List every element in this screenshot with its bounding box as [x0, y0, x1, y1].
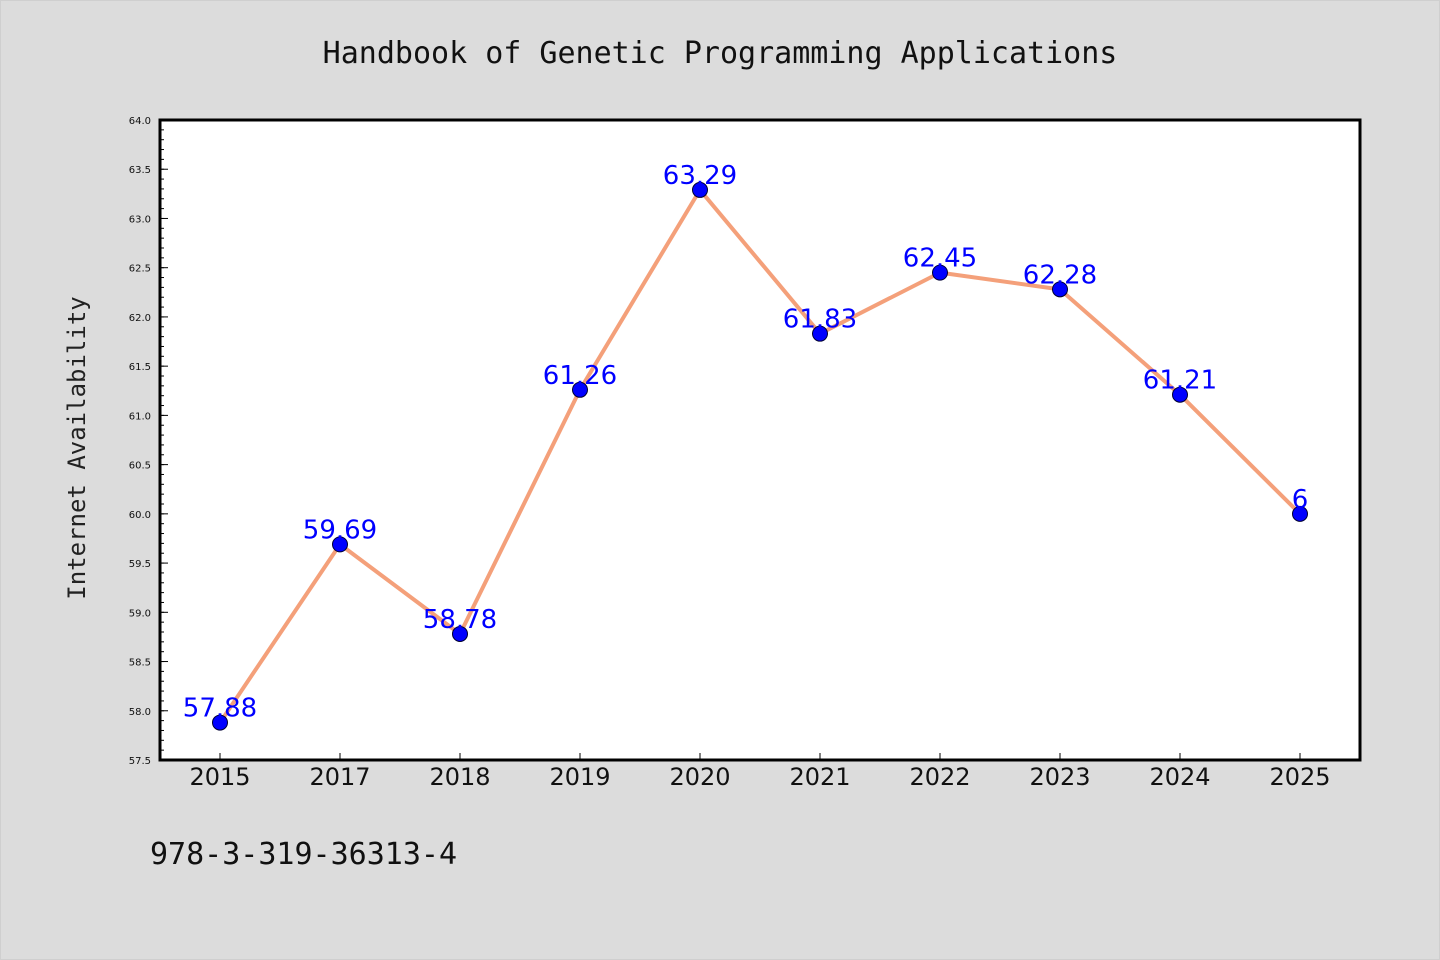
- y-tick-label: 58.0: [129, 707, 151, 718]
- data-point-marker: [812, 325, 828, 342]
- y-tick-label: 60.5: [129, 461, 151, 472]
- x-tick-label: 2019: [549, 763, 610, 791]
- data-point-marker: [452, 625, 468, 642]
- y-tick-label: 60.0: [129, 510, 151, 521]
- data-label: 57.88: [183, 694, 257, 724]
- data-point-marker: [572, 381, 588, 398]
- x-tick-label: 2025: [1269, 763, 1330, 791]
- plot-frame: [158, 118, 1362, 762]
- x-tick-label: 2021: [789, 763, 850, 791]
- y-tick-label: 59.5: [129, 559, 151, 570]
- series-layer: 57.88 59.69 58.78 61.26 63.29 61.83 62.45 62.28…: [183, 161, 1309, 731]
- y-tick-label: 63.5: [129, 165, 151, 176]
- data-label: 63.29: [663, 161, 737, 191]
- x-tick-label: 2018: [429, 763, 490, 791]
- y-tick-label: 63.0: [129, 214, 151, 225]
- y-tick-label: 61.0: [129, 411, 151, 422]
- data-label: 58.78: [423, 605, 497, 635]
- chart-title: Handbook of Genetic Programming Applicat…: [323, 36, 1118, 71]
- y-tick-label: 62.5: [129, 264, 151, 275]
- data-point-marker: [692, 181, 708, 198]
- series-line: [218, 187, 1302, 725]
- x-tick-label: 2024: [1149, 763, 1210, 791]
- data-point-marker: [212, 714, 228, 731]
- data-label: 61.21: [1143, 366, 1217, 396]
- y-tick-label: 62.0: [129, 313, 151, 324]
- plot-area: [160, 120, 1360, 760]
- x-axis: 2015 2017 2018 2019 2020 2021 2022 2023 2024 2025: [189, 753, 1331, 791]
- data-point-marker: [1172, 386, 1188, 403]
- y-tick-label: 59.0: [129, 608, 151, 619]
- x-tick-label: 2022: [909, 763, 970, 791]
- isbn-footnote: 978-3-319-36313-4: [150, 837, 457, 872]
- data-label: 61.83: [783, 305, 857, 335]
- y-tick-label: 64.0: [129, 116, 151, 127]
- y-axis-label: Internet Availability: [63, 296, 91, 599]
- data-label: 62.45: [903, 244, 977, 274]
- x-tick-label: 2020: [669, 763, 730, 791]
- x-tick-label: 2017: [309, 763, 370, 791]
- y-tick-label: 58.5: [129, 658, 151, 669]
- data-label: 59.69: [303, 515, 377, 545]
- data-point-marker: [332, 536, 348, 553]
- x-tick-label: 2023: [1029, 763, 1090, 791]
- data-label: 61.26: [543, 361, 617, 391]
- data-point-marker: [1052, 281, 1068, 298]
- data-label: 62.28: [1023, 260, 1097, 290]
- x-tick-label: 2015: [189, 763, 250, 791]
- data-point-marker: [1292, 505, 1308, 522]
- y-tick-label: 61.5: [129, 362, 151, 373]
- data-point-marker: [932, 264, 948, 281]
- y-tick-label: 57.5: [129, 756, 151, 767]
- data-label: 6: [1292, 485, 1309, 515]
